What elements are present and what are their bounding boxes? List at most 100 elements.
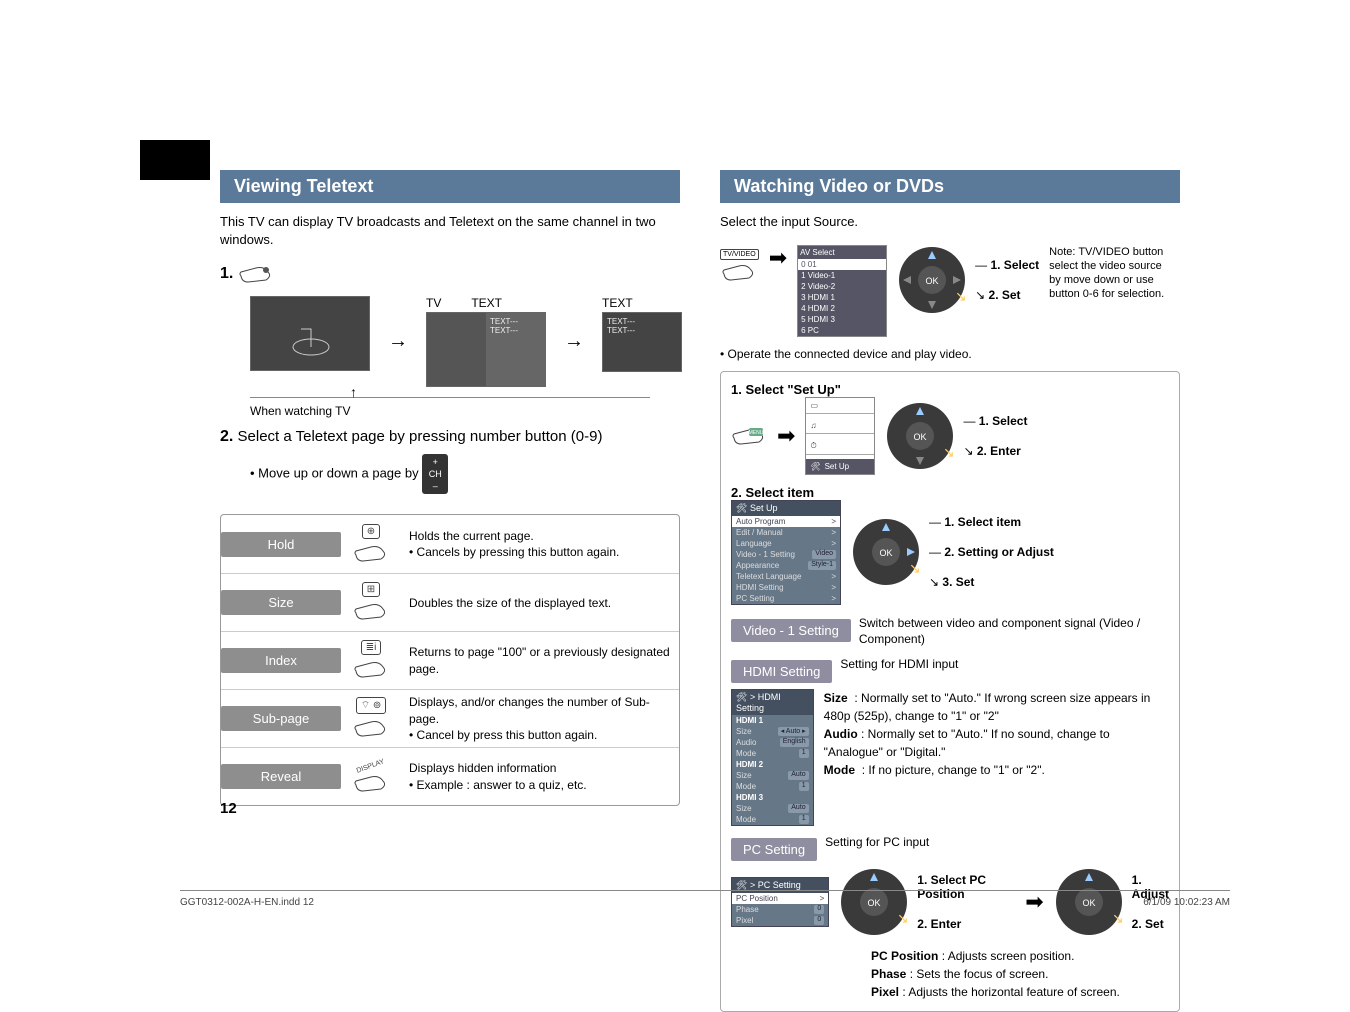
index-icon: ≣i bbox=[341, 640, 401, 681]
pc-setting-block: PC Setting Setting for PC input bbox=[731, 834, 1169, 861]
tv-screen-full bbox=[250, 296, 370, 371]
size-label: Size bbox=[221, 590, 341, 615]
setup-menu-title: 🛠 Set Up bbox=[736, 503, 777, 513]
hdmi-chip: HDMI Setting bbox=[731, 660, 832, 683]
text-line-1: TEXT--- bbox=[490, 317, 541, 326]
menu-row: PC Setting bbox=[736, 594, 774, 603]
kv-val: : Normally set to "Auto." If no sound, c… bbox=[824, 727, 1110, 759]
step-2-number: 2. bbox=[220, 428, 233, 445]
arrow-icon-2: → bbox=[564, 330, 584, 353]
pc-set-2-label: 2. Set bbox=[1132, 917, 1169, 931]
operate-device-text: • Operate the connected device and play … bbox=[720, 347, 1180, 361]
viewing-teletext-header: Viewing Teletext bbox=[220, 170, 680, 203]
def-val: : Sets the focus of screen. bbox=[910, 967, 1049, 981]
hdmi-setting-block: HDMI Setting Setting for HDMI input bbox=[731, 656, 1169, 683]
dpad-icon: OK ↘ bbox=[851, 517, 921, 587]
pc-desc: Setting for PC input bbox=[825, 834, 1025, 851]
table-row: Index ≣i Returns to page "100" or a prev… bbox=[221, 631, 679, 689]
hand-pointer-icon: MENU bbox=[731, 424, 767, 448]
reveal-desc: Displays hidden information • Example : … bbox=[401, 756, 679, 796]
menu-row: Pixel bbox=[736, 916, 753, 925]
hold-desc: Holds the current page. • Cancels by pre… bbox=[401, 524, 679, 564]
text-line-3: TEXT--- bbox=[607, 317, 677, 326]
picture-icon: ▭ bbox=[810, 401, 818, 410]
hold-icon: ⊕ bbox=[341, 524, 401, 565]
set-2-label: ↘ 2. Set bbox=[975, 288, 1039, 302]
ch-minus: – bbox=[433, 481, 438, 491]
tvvideo-button-label: TV/VIDEO bbox=[720, 249, 759, 260]
left-column: Viewing Teletext This TV can display TV … bbox=[220, 170, 680, 806]
panel-step1: 1. Select "Set Up" bbox=[731, 382, 1169, 397]
size-icon: ⊞ bbox=[341, 582, 401, 623]
hold-label: Hold bbox=[221, 532, 341, 557]
svg-text:OK: OK bbox=[879, 548, 892, 558]
av-item: 3 HDMI 1 bbox=[798, 292, 886, 303]
set-3-label: ↘ 3. Set bbox=[929, 575, 1054, 589]
arrow-icon: ➡ bbox=[777, 423, 795, 449]
footer-left: GGT0312-002A-H-EN.indd 12 bbox=[180, 897, 314, 908]
dpad-icon: OK↘ bbox=[897, 245, 967, 315]
ch-plus: + bbox=[433, 457, 438, 467]
timer-icon: ⏱ bbox=[810, 441, 816, 451]
video1-chip: Video - 1 Setting bbox=[731, 619, 851, 642]
hdmi-desc: Setting for HDMI input bbox=[840, 656, 1040, 673]
select-source-text: Select the input Source. bbox=[720, 213, 1180, 231]
text-line-4: TEXT--- bbox=[607, 326, 677, 335]
video1-setting-block: Video - 1 Setting Switch between video a… bbox=[731, 615, 1169, 649]
page-content: Viewing Teletext This TV can display TV … bbox=[220, 170, 1180, 1012]
table-row: Sub-page ⌔ ⊚ Displays, and/or changes th… bbox=[221, 689, 679, 747]
av-select-title: AV Select bbox=[798, 246, 886, 259]
menu-row: Video - 1 Setting bbox=[736, 550, 795, 559]
setup-panel: 1. Select "Set Up" MENU ➡ ▭ ♫ ⏱ 🛠Set Up … bbox=[720, 371, 1180, 1012]
select-item-1-label: — 1. Select item bbox=[929, 515, 1054, 529]
pc-definitions: PC Position : Adjusts screen position. P… bbox=[871, 947, 1169, 1001]
setting-adjust-2-label: — 2. Setting or Adjust bbox=[929, 545, 1054, 559]
hdmi-group: HDMI 1 bbox=[736, 716, 763, 725]
svg-text:↘: ↘ bbox=[897, 910, 909, 926]
table-row: Hold ⊕ Holds the current page. • Cancels… bbox=[221, 515, 679, 573]
kv-key: Mode bbox=[824, 763, 855, 777]
kv-val: : Normally set to "Auto." If wrong scree… bbox=[824, 691, 1151, 723]
video1-desc: Switch between video and component signa… bbox=[859, 615, 1159, 649]
panel-row-1: MENU ➡ ▭ ♫ ⏱ 🛠Set Up OK↘ — 1. Select ↘ 2… bbox=[731, 397, 1169, 475]
setup-menu-box: 🛠 Set Up Auto Program> Edit / Manual> La… bbox=[731, 500, 841, 605]
dpad-block: OK↘ — 1. Select ↘ 2. Set bbox=[897, 245, 1039, 315]
footer-right: 6/1/09 10:02:23 AM bbox=[1143, 897, 1230, 908]
page-number: 12 bbox=[220, 800, 237, 817]
pc-enter-2-label: 2. Enter bbox=[917, 917, 1015, 931]
table-row: Size ⊞ Doubles the size of the displayed… bbox=[221, 573, 679, 631]
menu-row: Appearance bbox=[736, 561, 779, 570]
svg-text:↘: ↘ bbox=[1112, 910, 1124, 926]
hdmi-group: HDMI 2 bbox=[736, 760, 763, 769]
tv-screen-split: TEXT--- TEXT--- bbox=[426, 312, 546, 387]
svg-text:OK: OK bbox=[914, 432, 927, 442]
index-label: Index bbox=[221, 648, 341, 673]
def-val: : Adjusts screen position. bbox=[942, 949, 1075, 963]
step-1-number: 1. bbox=[220, 265, 233, 282]
arrow-icon: → bbox=[388, 330, 408, 353]
hdmi-menu-box: 🛠 > HDMI Setting HDMI 1 Size◂ Auto ▸ Aud… bbox=[731, 689, 814, 826]
spine-mark bbox=[140, 140, 210, 180]
text-label-2: TEXT bbox=[602, 296, 682, 310]
hdmi-menu-title: 🛠 > HDMI Setting bbox=[732, 690, 813, 715]
subpage-desc: Displays, and/or changes the number of S… bbox=[401, 690, 679, 747]
enter-2-label: ↘ 2. Enter bbox=[963, 444, 1027, 458]
def-key: PC Position bbox=[871, 949, 938, 963]
menu-row: Teletext Language bbox=[736, 572, 801, 581]
def-val: : Adjusts the horizontal feature of scre… bbox=[902, 985, 1119, 999]
svg-text:↘: ↘ bbox=[909, 560, 921, 576]
av-item: 5 HDMI 3 bbox=[798, 314, 886, 325]
setup-text: Set Up bbox=[825, 462, 849, 471]
subpage-label: Sub-page bbox=[221, 706, 341, 731]
pc-chip: PC Setting bbox=[731, 838, 817, 861]
svg-text:↘: ↘ bbox=[955, 288, 967, 304]
right-column: Watching Video or DVDs Select the input … bbox=[720, 170, 1180, 1012]
hdmi-kv-list: Size : Normally set to "Auto." If wrong … bbox=[824, 689, 1169, 826]
panel-step2: 2. Select item bbox=[731, 485, 1169, 500]
watching-video-header: Watching Video or DVDs bbox=[720, 170, 1180, 203]
dpad-icon: OK↘ bbox=[885, 401, 955, 471]
setup-icon-strip: ▭ ♫ ⏱ 🛠Set Up bbox=[805, 397, 875, 475]
arrow-icon: ➡ bbox=[769, 245, 787, 271]
av-item: 0 01 bbox=[798, 259, 886, 270]
hdmi-detail-row: 🛠 > HDMI Setting HDMI 1 Size◂ Auto ▸ Aud… bbox=[731, 689, 1169, 826]
